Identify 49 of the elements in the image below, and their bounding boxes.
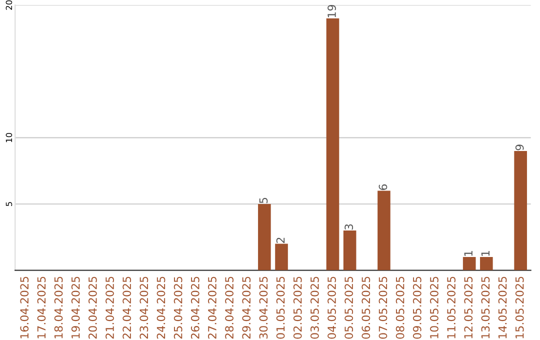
data-label: 9 [515, 144, 524, 150]
x-tick-label: 07.05.2025 [378, 276, 388, 339]
bar [326, 18, 340, 270]
x-tick-label: 18.04.2025 [54, 276, 63, 338]
data-label: 5 [259, 198, 268, 204]
x-tick-label: 01.05.2025 [276, 276, 285, 339]
x-tick-label: 02.05.2025 [293, 276, 302, 339]
x-tick-label: 12.05.2025 [464, 276, 473, 338]
data-label: 1 [481, 250, 490, 256]
y-tick-label: 5 [6, 202, 12, 206]
x-tick-label: 09.05.2025 [412, 276, 422, 339]
x-tick-label: 04.05.2025 [328, 276, 336, 339]
x-tick-label: 03.05.2025 [310, 276, 319, 339]
x-tick-label: 26.04.2025 [190, 276, 200, 339]
x-tick-label: 22.04.2025 [122, 276, 132, 339]
x-tick-label: 13.05.2025 [481, 276, 490, 338]
bar [275, 244, 288, 270]
x-tick-label: 08.05.2025 [396, 276, 404, 339]
x-tick-label: 20.04.2025 [88, 276, 97, 339]
bar [378, 190, 390, 270]
x-tick-label: 29.04.2025 [242, 276, 251, 339]
data-label: 19 [328, 5, 336, 18]
x-tick-label: 21.04.2025 [106, 276, 114, 339]
x-tick-label: 28.04.2025 [225, 276, 234, 339]
data-label: 3 [344, 224, 354, 230]
x-tick-label: 06.05.2025 [362, 276, 370, 339]
y-tick-label: 20 [6, 0, 12, 10]
x-tick-label: 05.05.2025 [344, 276, 354, 339]
bar [462, 257, 476, 270]
x-tick-label: 15.05.2025 [515, 276, 524, 338]
bar [258, 204, 271, 270]
x-tick-label: 17.04.2025 [37, 276, 46, 338]
x-tick-label: 10.05.2025 [430, 276, 438, 338]
x-tick-label: 14.05.2025 [498, 276, 507, 338]
x-tick-label: 25.04.2025 [174, 276, 182, 339]
x-tick-label: 19.04.2025 [71, 276, 80, 338]
bar [480, 257, 493, 270]
x-tick-label: 24.04.2025 [156, 276, 166, 339]
bar [343, 230, 356, 270]
x-tick-label: 16.04.2025 [20, 276, 29, 338]
data-label: 6 [378, 184, 388, 190]
x-tick-label: 11.05.2025 [447, 276, 456, 338]
y-tick-label: 10 [6, 132, 12, 142]
data-label: 2 [276, 238, 285, 243]
bar [514, 150, 527, 270]
data-label: 1 [464, 250, 472, 256]
x-tick-label: 23.04.2025 [140, 276, 148, 339]
x-tick-label: 30.04.2025 [259, 276, 268, 339]
x-tick-label: 27.04.2025 [208, 276, 216, 339]
